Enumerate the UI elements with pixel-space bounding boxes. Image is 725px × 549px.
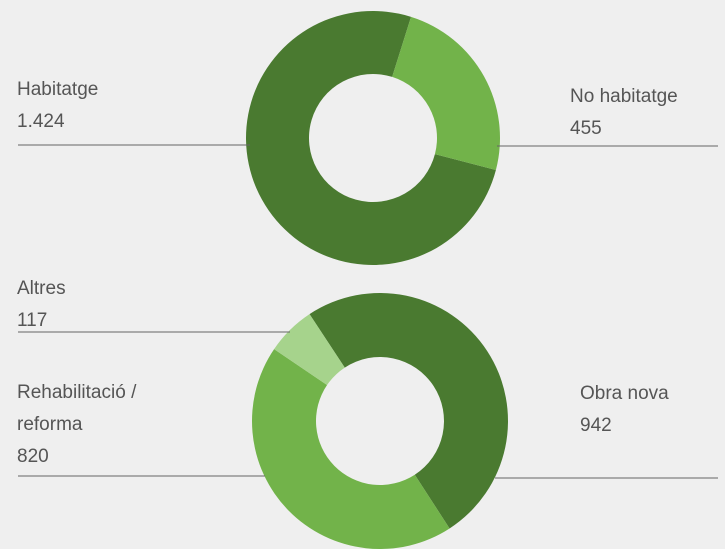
category-label: Altres bbox=[17, 278, 66, 299]
donut-slice bbox=[309, 292, 509, 529]
category-label: Habitatge bbox=[17, 79, 99, 100]
value-label: 117 bbox=[17, 310, 48, 331]
value-label: 1.424 bbox=[17, 111, 65, 132]
slice-label: Altres 117 bbox=[17, 273, 197, 337]
donut-slice bbox=[392, 16, 501, 171]
donut-slice bbox=[252, 349, 450, 549]
slice-label: Rehabilitació / reforma 820 bbox=[17, 377, 197, 473]
value-label: 942 bbox=[580, 415, 612, 436]
donut-slice bbox=[246, 10, 496, 265]
category-label: Obra nova bbox=[580, 383, 669, 404]
slice-label: Obra nova 942 bbox=[580, 378, 720, 442]
category-label: No habitatge bbox=[570, 86, 678, 107]
value-label: 455 bbox=[570, 118, 602, 139]
slice-label: No habitatge 455 bbox=[570, 81, 720, 145]
value-label: 820 bbox=[17, 446, 49, 467]
donut-slice bbox=[274, 314, 345, 386]
slice-label: Habitatge 1.424 bbox=[17, 74, 217, 138]
category-label: Rehabilitació / reforma bbox=[17, 382, 137, 435]
